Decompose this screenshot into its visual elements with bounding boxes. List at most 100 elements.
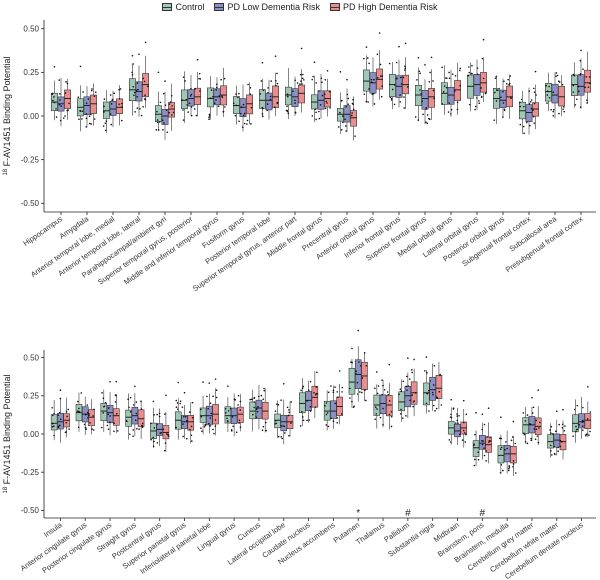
- box: [181, 89, 188, 110]
- data-point: [433, 365, 436, 367]
- data-point: [365, 100, 368, 103]
- data-point: [577, 85, 580, 88]
- category-group: [423, 356, 443, 414]
- data-point: [334, 386, 336, 388]
- outlier-point: [413, 358, 415, 361]
- data-point: [365, 399, 367, 402]
- data-point: [563, 429, 566, 432]
- y-axis-label-superscript: 18: [3, 486, 9, 493]
- data-point: [190, 425, 193, 428]
- data-point: [326, 102, 328, 104]
- y-tick-label: -0.50: [21, 199, 40, 208]
- data-point: [578, 90, 580, 93]
- data-point: [520, 98, 523, 101]
- data-point: [434, 410, 436, 412]
- data-point: [433, 97, 435, 100]
- data-point: [93, 408, 95, 411]
- category-group: [522, 389, 542, 446]
- data-point: [532, 109, 534, 112]
- data-point: [186, 420, 188, 422]
- data-point: [536, 435, 539, 437]
- box: [472, 440, 480, 457]
- data-point: [135, 412, 138, 415]
- data-point: [508, 465, 510, 467]
- data-point: [314, 108, 317, 111]
- data-point: [553, 445, 555, 448]
- data-point: [51, 426, 54, 428]
- data-point: [237, 394, 240, 397]
- data-point: [55, 116, 58, 118]
- data-point: [389, 96, 392, 99]
- data-point: [399, 101, 402, 103]
- data-point: [249, 87, 252, 89]
- data-point: [373, 103, 376, 105]
- data-point: [160, 431, 162, 434]
- outlier-point: [407, 357, 409, 359]
- data-point: [204, 424, 207, 427]
- outlier-point: [165, 394, 167, 397]
- data-point: [358, 361, 360, 363]
- data-point: [88, 122, 91, 125]
- data-point: [265, 429, 267, 432]
- data-point: [457, 422, 459, 425]
- data-point: [275, 84, 277, 87]
- data-point: [237, 96, 239, 99]
- outlier-point: [562, 408, 564, 411]
- data-point: [139, 107, 141, 110]
- box: [558, 86, 565, 107]
- data-point: [277, 404, 280, 406]
- data-point: [53, 101, 56, 104]
- data-point: [426, 372, 428, 374]
- box: [187, 415, 195, 431]
- data-point: [404, 65, 406, 68]
- data-point: [502, 102, 505, 104]
- data-point: [435, 407, 438, 410]
- data-point: [425, 402, 428, 405]
- data-point: [171, 105, 173, 107]
- data-point: [468, 103, 471, 106]
- y-axis-label-text: F-AV1451 Binding Potential: [2, 56, 12, 168]
- outlier-point: [424, 64, 426, 66]
- data-point: [482, 440, 484, 442]
- data-point: [426, 114, 429, 116]
- data-point: [296, 82, 299, 84]
- data-point: [215, 396, 218, 399]
- data-point: [185, 437, 188, 440]
- data-point: [253, 401, 256, 403]
- data-point: [500, 437, 502, 440]
- data-point: [467, 74, 470, 77]
- box: [499, 89, 507, 108]
- data-point: [135, 401, 138, 403]
- data-point: [79, 109, 81, 112]
- data-point: [302, 419, 305, 422]
- data-point: [361, 377, 364, 379]
- data-point: [428, 80, 431, 83]
- data-point: [103, 105, 105, 108]
- outlier-point: [500, 416, 502, 419]
- data-point: [500, 464, 503, 466]
- data-point: [530, 99, 533, 101]
- data-point: [403, 107, 405, 109]
- data-point: [433, 404, 435, 407]
- outlier-point: [404, 42, 407, 45]
- data-point: [131, 74, 134, 76]
- outlier-point: [357, 329, 360, 332]
- data-point: [134, 419, 137, 421]
- data-point: [150, 422, 152, 425]
- data-point: [270, 80, 273, 82]
- data-point: [194, 88, 196, 90]
- outlier-point: [53, 65, 56, 68]
- data-point: [512, 463, 515, 465]
- data-point: [200, 427, 202, 429]
- data-point: [586, 102, 588, 104]
- data-point: [426, 122, 428, 125]
- data-point: [77, 96, 80, 99]
- data-point: [477, 458, 480, 461]
- outlier-point: [109, 380, 111, 383]
- legend-item-control: Control: [162, 2, 204, 12]
- data-point: [185, 98, 188, 101]
- data-point: [550, 108, 552, 111]
- data-point: [332, 420, 335, 422]
- data-point: [249, 93, 252, 95]
- data-point: [351, 400, 353, 403]
